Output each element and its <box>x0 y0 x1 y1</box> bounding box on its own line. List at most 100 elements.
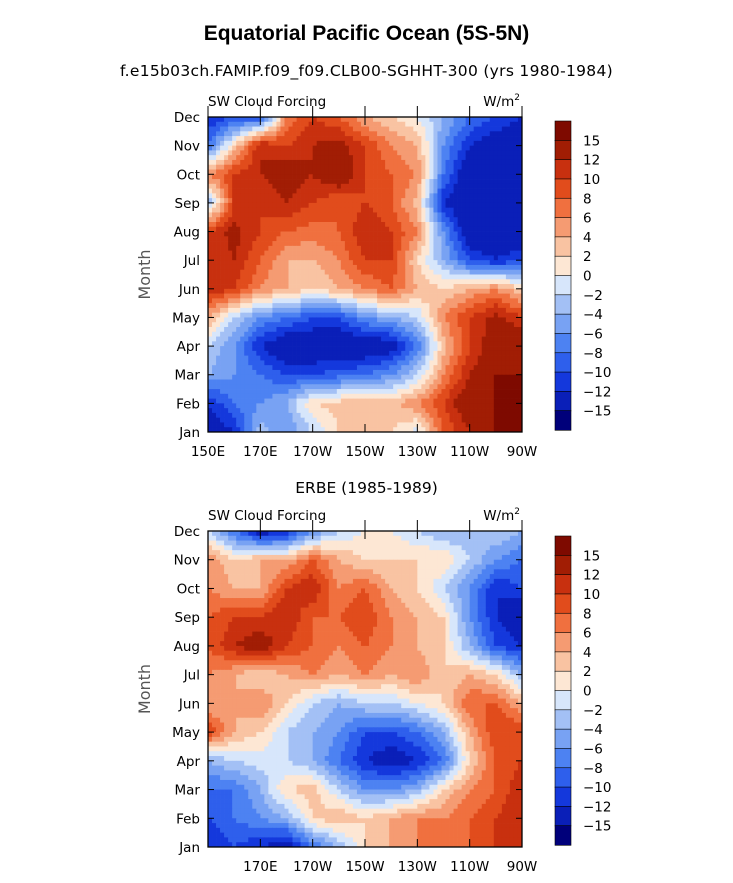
heatmap-cell <box>469 408 475 414</box>
heatmap-cell <box>389 117 394 123</box>
heatmap-cell <box>421 374 426 380</box>
heatmap-cell <box>212 222 217 228</box>
heatmap-cell <box>501 417 507 423</box>
heatmap-cell <box>429 398 434 404</box>
heatmap-cell <box>240 307 245 314</box>
heatmap-cell <box>268 188 273 194</box>
heatmap-cell <box>276 379 281 385</box>
heatmap-cell <box>417 365 422 371</box>
heatmap-cell <box>513 379 519 385</box>
heatmap-cell <box>292 350 297 356</box>
heatmap-cell <box>449 202 454 209</box>
heatmap-cell <box>216 136 221 142</box>
heatmap-cell <box>377 217 382 223</box>
heatmap-cell <box>445 303 450 309</box>
heatmap-cell <box>260 241 265 247</box>
heatmap-cell <box>505 188 511 194</box>
heatmap-cell <box>304 365 309 371</box>
heatmap-cell <box>292 264 297 271</box>
heatmap-cell <box>481 403 487 409</box>
heatmap-cell <box>308 264 314 271</box>
heatmap-cell <box>332 188 338 194</box>
heatmap-cell <box>381 393 386 399</box>
heatmap-cell <box>220 269 225 275</box>
heatmap-cell <box>421 145 426 151</box>
heatmap-cell <box>356 250 362 256</box>
heatmap-cell <box>441 236 446 242</box>
heatmap-cell <box>268 236 273 242</box>
heatmap-cell <box>336 260 342 266</box>
heatmap-cell <box>224 179 229 185</box>
heatmap-cell <box>481 174 487 180</box>
heatmap-cell <box>489 365 495 371</box>
heatmap-cell <box>481 179 487 185</box>
heatmap-cell <box>352 279 358 285</box>
heatmap-cell <box>252 121 257 127</box>
heatmap-cell <box>324 159 330 166</box>
heatmap-cell <box>457 212 462 218</box>
heatmap-cell <box>397 117 402 123</box>
heatmap-cell <box>405 384 410 390</box>
heatmap-cell <box>385 236 390 242</box>
heatmap-cell <box>220 398 225 404</box>
heatmap-cell <box>449 159 454 166</box>
heatmap-cell <box>332 159 338 166</box>
heatmap-cell <box>501 140 507 146</box>
heatmap-cell <box>232 312 237 318</box>
heatmap-cell <box>497 403 503 409</box>
heatmap-cell <box>244 369 249 376</box>
heatmap-cell <box>481 307 487 314</box>
heatmap-cell <box>453 226 458 232</box>
heatmap-cell <box>417 317 422 323</box>
heatmap-cell <box>513 398 519 404</box>
heatmap-cell <box>336 374 342 380</box>
heatmap-cell <box>441 255 446 261</box>
heatmap-cell <box>421 307 426 314</box>
heatmap-cell <box>413 255 418 261</box>
heatmap-cell <box>453 389 458 395</box>
heatmap-cell <box>268 212 273 218</box>
heatmap-cell <box>397 260 402 266</box>
heatmap-cell <box>421 121 426 127</box>
heatmap-cell <box>324 288 330 294</box>
heatmap-cell <box>296 374 301 380</box>
heatmap-cell <box>461 288 466 294</box>
heatmap-cell <box>228 150 233 156</box>
heatmap-cell <box>256 250 261 256</box>
heatmap-cell <box>437 355 442 361</box>
heatmap-cell <box>437 417 442 423</box>
heatmap-cell <box>465 393 471 399</box>
heatmap-cell <box>260 136 265 142</box>
heatmap-cell <box>264 393 269 399</box>
heatmap-cell <box>413 269 418 275</box>
heatmap-cell <box>509 307 515 314</box>
heatmap-cell <box>461 207 466 213</box>
heatmap-cell <box>296 121 301 127</box>
heatmap-cell <box>352 207 358 213</box>
heatmap-cell <box>417 264 422 271</box>
heatmap-cell <box>381 360 386 366</box>
heatmap-cell <box>232 136 237 142</box>
heatmap-cell <box>208 336 213 342</box>
heatmap-cell <box>393 389 398 395</box>
heatmap-cell <box>296 202 301 209</box>
heatmap-cell <box>377 159 382 166</box>
heatmap-cell <box>360 346 366 352</box>
heatmap-cell <box>385 322 390 328</box>
heatmap-cell <box>469 379 475 385</box>
heatmap-cell <box>489 279 495 285</box>
heatmap-cell <box>429 312 434 318</box>
heatmap-cell <box>316 317 322 323</box>
heatmap-cell <box>389 140 394 146</box>
heatmap-cell <box>216 384 221 390</box>
heatmap-cell <box>268 365 273 371</box>
heatmap-cell <box>284 150 289 156</box>
heatmap-cell <box>236 217 241 223</box>
heatmap-cell <box>340 369 346 376</box>
heatmap-cell <box>232 155 237 161</box>
heatmap-cell <box>348 131 354 137</box>
heatmap-cell <box>469 159 475 166</box>
heatmap-cell <box>481 250 487 256</box>
heatmap-cell <box>457 322 462 328</box>
heatmap-cell <box>348 264 354 271</box>
